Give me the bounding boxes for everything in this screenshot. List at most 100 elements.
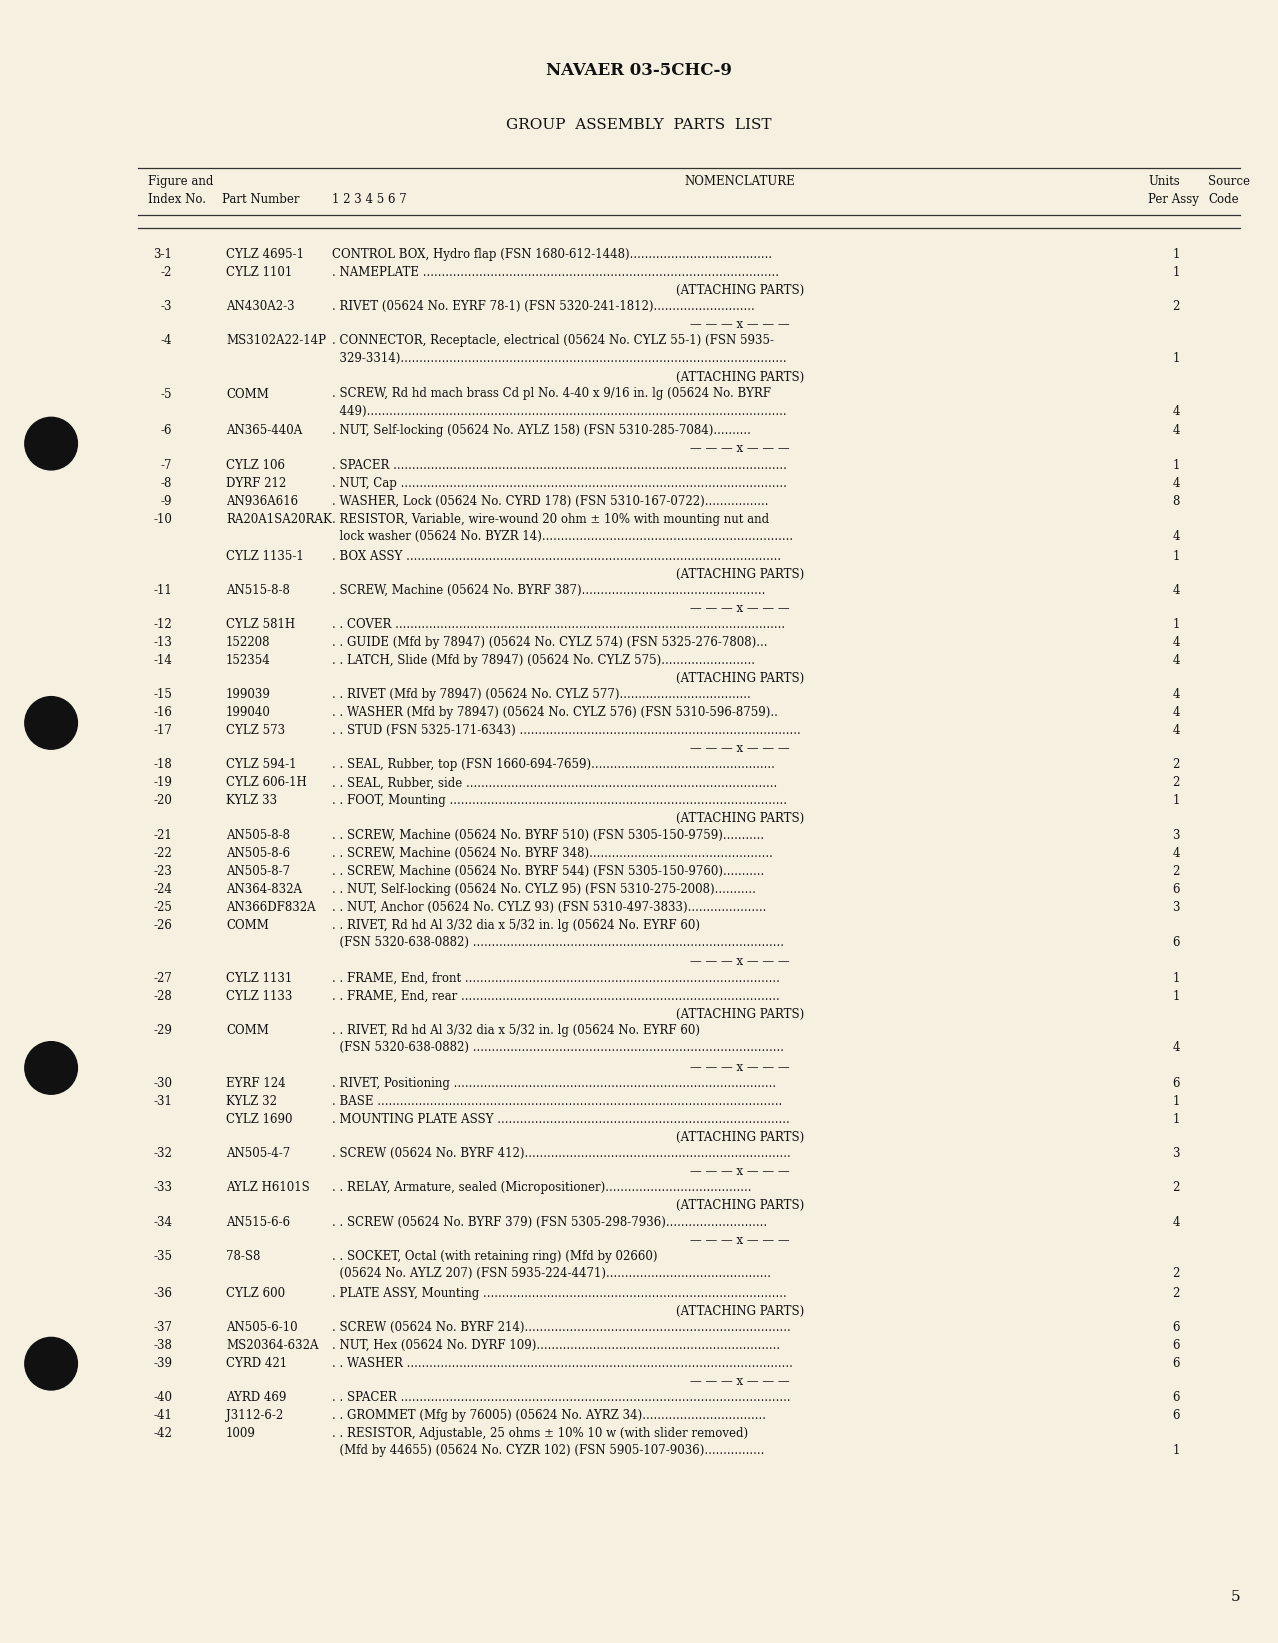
Text: 199040: 199040	[226, 706, 271, 720]
Text: 152208: 152208	[226, 636, 271, 649]
Text: AN505-8-6: AN505-8-6	[226, 846, 290, 859]
Text: -19: -19	[153, 775, 173, 789]
Text: (05624 No. AYLZ 207) (FSN 5935-224-4471)........................................: (05624 No. AYLZ 207) (FSN 5935-224-4471)…	[332, 1267, 771, 1280]
Text: Figure and: Figure and	[148, 176, 213, 187]
Text: 2: 2	[1172, 1181, 1180, 1194]
Text: -29: -29	[153, 1024, 173, 1037]
Text: AYLZ H6101S: AYLZ H6101S	[226, 1181, 309, 1194]
Text: . . SEAL, Rubber, side .........................................................: . . SEAL, Rubber, side .................…	[332, 775, 777, 789]
Text: -41: -41	[153, 1410, 173, 1421]
Text: -3: -3	[161, 301, 173, 314]
Text: — — — x — — —: — — — x — — —	[690, 1375, 790, 1388]
Text: 2: 2	[1172, 759, 1180, 771]
Text: -36: -36	[153, 1286, 173, 1300]
Text: 6: 6	[1172, 1392, 1180, 1405]
Text: CYLZ 1135-1: CYLZ 1135-1	[226, 549, 304, 562]
Text: 4: 4	[1172, 846, 1180, 859]
Text: CYLZ 4695-1: CYLZ 4695-1	[226, 248, 304, 261]
Text: MS20364-632A: MS20364-632A	[226, 1339, 318, 1352]
Text: 6: 6	[1172, 1410, 1180, 1421]
Text: (FSN 5320-638-0882) ............................................................: (FSN 5320-638-0882) ....................…	[332, 935, 783, 948]
Text: . SCREW, Machine (05624 No. BYRF 387)...........................................: . SCREW, Machine (05624 No. BYRF 387)...…	[332, 583, 766, 596]
Text: AN430A2-3: AN430A2-3	[226, 301, 295, 314]
Text: -31: -31	[153, 1094, 173, 1107]
Text: 1009: 1009	[226, 1428, 256, 1439]
Circle shape	[24, 1337, 78, 1390]
Text: 6: 6	[1172, 1321, 1180, 1334]
Text: -4: -4	[161, 335, 173, 347]
Text: COMM: COMM	[226, 918, 268, 932]
Text: Per Assy: Per Assy	[1148, 192, 1199, 205]
Text: 78-S8: 78-S8	[226, 1250, 261, 1263]
Text: NAVAER 03-5CHC-9: NAVAER 03-5CHC-9	[546, 62, 732, 79]
Text: . RIVET, Positioning ...........................................................: . RIVET, Positioning ...................…	[332, 1076, 776, 1089]
Text: 6: 6	[1172, 935, 1180, 948]
Text: -26: -26	[153, 918, 173, 932]
Text: . . GUIDE (Mfd by 78947) (05624 No. CYLZ 574) (FSN 5325-276-7808)...: . . GUIDE (Mfd by 78947) (05624 No. CYLZ…	[332, 636, 768, 649]
Text: -12: -12	[153, 618, 173, 631]
Text: -33: -33	[153, 1181, 173, 1194]
Text: COMM: COMM	[226, 388, 268, 401]
Text: CYLZ 600: CYLZ 600	[226, 1286, 285, 1300]
Text: -38: -38	[153, 1339, 173, 1352]
Text: 4: 4	[1172, 688, 1180, 702]
Text: 1: 1	[1172, 549, 1180, 562]
Text: 152354: 152354	[226, 654, 271, 667]
Text: 3: 3	[1172, 1147, 1180, 1160]
Text: CYLZ 1101: CYLZ 1101	[226, 266, 293, 279]
Text: . WASHER, Lock (05624 No. CYRD 178) (FSN 5310-167-0722).................: . WASHER, Lock (05624 No. CYRD 178) (FSN…	[332, 495, 768, 508]
Text: -5: -5	[161, 388, 173, 401]
Text: . RESISTOR, Variable, wire-wound 20 ohm ± 10% with mounting nut and: . RESISTOR, Variable, wire-wound 20 ohm …	[332, 513, 769, 526]
Text: -37: -37	[153, 1321, 173, 1334]
Text: KYLZ 32: KYLZ 32	[226, 1094, 277, 1107]
Text: (Mfd by 44655) (05624 No. CYZR 102) (FSN 5905-107-9036)................: (Mfd by 44655) (05624 No. CYZR 102) (FSN…	[332, 1444, 764, 1457]
Text: AN364-832A: AN364-832A	[226, 882, 302, 895]
Text: -2: -2	[161, 266, 173, 279]
Text: 5: 5	[1231, 1590, 1240, 1604]
Text: CONTROL BOX, Hydro flap (FSN 1680-612-1448).....................................: CONTROL BOX, Hydro flap (FSN 1680-612-14…	[332, 248, 772, 261]
Text: . . FRAME, End, rear ...........................................................: . . FRAME, End, rear ...................…	[332, 989, 780, 1002]
Text: -23: -23	[153, 864, 173, 877]
Text: (ATTACHING PARTS): (ATTACHING PARTS)	[676, 1305, 804, 1318]
Text: -6: -6	[161, 424, 173, 437]
Text: . PLATE ASSY, Mounting .........................................................: . PLATE ASSY, Mounting .................…	[332, 1286, 787, 1300]
Text: CYLZ 594-1: CYLZ 594-1	[226, 759, 296, 771]
Text: -24: -24	[153, 882, 173, 895]
Text: CYLZ 606-1H: CYLZ 606-1H	[226, 775, 307, 789]
Text: 8: 8	[1172, 495, 1180, 508]
Text: AN365-440A: AN365-440A	[226, 424, 303, 437]
Text: — — — x — — —: — — — x — — —	[690, 1061, 790, 1073]
Text: CYLZ 1133: CYLZ 1133	[226, 989, 293, 1002]
Text: . . WASHER .....................................................................: . . WASHER .............................…	[332, 1357, 792, 1370]
Text: -9: -9	[161, 495, 173, 508]
Text: 1: 1	[1172, 1444, 1180, 1457]
Text: 1 2 3 4 5 6 7: 1 2 3 4 5 6 7	[332, 192, 406, 205]
Text: 6: 6	[1172, 1339, 1180, 1352]
Text: . BOX ASSY .....................................................................: . BOX ASSY .............................…	[332, 549, 781, 562]
Text: -16: -16	[153, 706, 173, 720]
Circle shape	[24, 417, 78, 470]
Text: . SCREW (05624 No. BYRF 214)....................................................: . SCREW (05624 No. BYRF 214)............…	[332, 1321, 791, 1334]
Text: (ATTACHING PARTS): (ATTACHING PARTS)	[676, 284, 804, 297]
Text: CYLZ 106: CYLZ 106	[226, 458, 285, 472]
Text: 4: 4	[1172, 583, 1180, 596]
Text: -18: -18	[153, 759, 173, 771]
Text: . SCREW (05624 No. BYRF 412)....................................................: . SCREW (05624 No. BYRF 412)............…	[332, 1147, 791, 1160]
Circle shape	[24, 697, 78, 749]
Text: -35: -35	[153, 1250, 173, 1263]
Text: Part Number: Part Number	[222, 192, 299, 205]
Text: 4: 4	[1172, 636, 1180, 649]
Text: lock washer (05624 No. BYZR 14).................................................: lock washer (05624 No. BYZR 14).........…	[332, 529, 794, 542]
Text: . MOUNTING PLATE ASSY ..........................................................: . MOUNTING PLATE ASSY ..................…	[332, 1112, 790, 1125]
Text: . SCREW, Rd hd mach brass Cd pl No. 4-40 x 9/16 in. lg (05624 No. BYRF: . SCREW, Rd hd mach brass Cd pl No. 4-40…	[332, 388, 771, 401]
Text: MS3102A22-14P: MS3102A22-14P	[226, 335, 326, 347]
Text: . . LATCH, Slide (Mfd by 78947) (05624 No. CYLZ 575).........................: . . LATCH, Slide (Mfd by 78947) (05624 N…	[332, 654, 755, 667]
Text: . . SCREW, Machine (05624 No. BYRF 348).........................................: . . SCREW, Machine (05624 No. BYRF 348).…	[332, 846, 773, 859]
Text: . . SOCKET, Octal (with retaining ring) (Mfd by 02660): . . SOCKET, Octal (with retaining ring) …	[332, 1250, 657, 1263]
Text: (FSN 5320-638-0882) ............................................................: (FSN 5320-638-0882) ....................…	[332, 1042, 783, 1053]
Text: 1: 1	[1172, 352, 1180, 365]
Text: 1: 1	[1172, 266, 1180, 279]
Text: (ATTACHING PARTS): (ATTACHING PARTS)	[676, 371, 804, 384]
Text: 329-3314).......................................................................: 329-3314)...............................…	[332, 352, 787, 365]
Text: -40: -40	[153, 1392, 173, 1405]
